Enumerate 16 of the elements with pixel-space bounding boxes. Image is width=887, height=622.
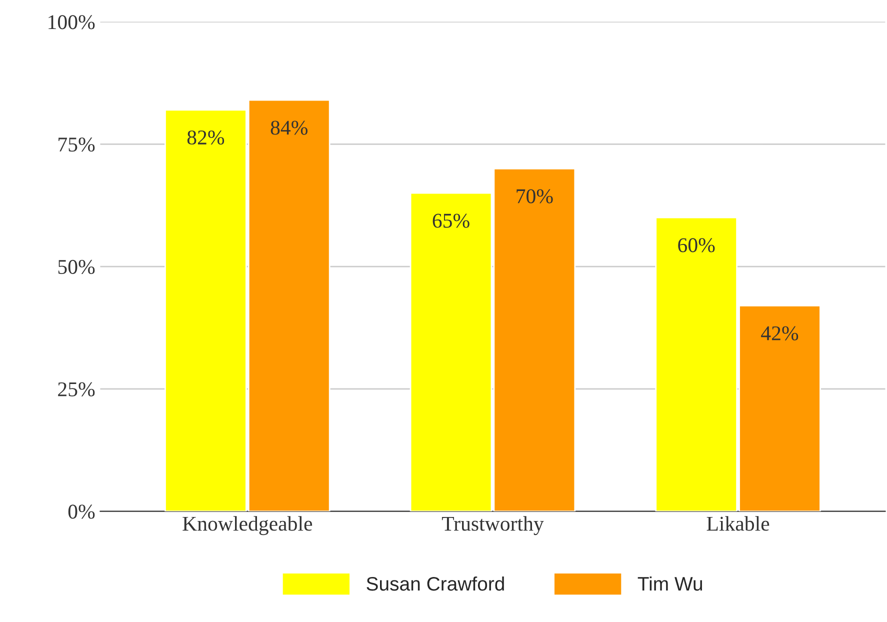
y-tick-label: 75% <box>58 138 95 152</box>
y-tick-label: 0% <box>68 504 95 519</box>
legend-label: Tim Wu <box>638 576 702 591</box>
data-label: 82% <box>187 130 224 145</box>
y-tick-label: 25% <box>58 382 95 396</box>
x-tick-label: Trustworthy <box>442 516 544 536</box>
x-tick-label: Knowledgeable <box>182 516 312 536</box>
x-tick-label: Likable <box>706 516 770 531</box>
data-label: 84% <box>270 120 308 135</box>
y-tick-label: 100% <box>48 15 95 30</box>
data-label: 42% <box>761 326 798 340</box>
data-label: 70% <box>516 189 553 204</box>
data-label: 65% <box>432 214 470 228</box>
data-label: 60% <box>678 238 715 252</box>
legend-label: Susan Crawford <box>366 576 504 591</box>
y-tick-label: 50% <box>58 260 95 274</box>
